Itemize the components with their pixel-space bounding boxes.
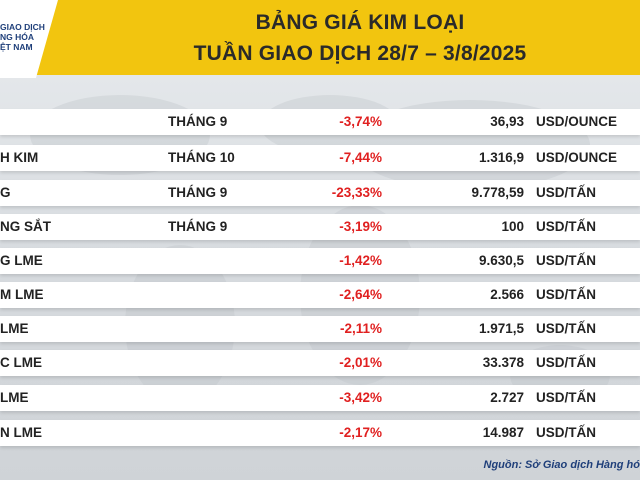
price-cell: 14.987 — [482, 425, 524, 440]
logo-line-2: NG HÓA — [0, 32, 34, 42]
price-cell: 9.630,5 — [478, 253, 524, 268]
unit-cell: USD/TẤN — [536, 287, 596, 302]
contract-month-cell: THÁNG 9 — [168, 219, 228, 234]
table-row: M LME -2,64% 2.566 USD/TẤN — [0, 282, 640, 308]
unit-cell: USD/TẤN — [536, 425, 596, 440]
table-row: G LME -1,42% 9.630,5 USD/TẤN — [0, 248, 640, 274]
price-cell: 9.778,59 — [471, 185, 524, 200]
metal-name-cell: G — [0, 185, 11, 200]
price-cell: 2.566 — [490, 287, 524, 302]
table-row: THÁNG 9 -3,74% 36,93 USD/OUNCE — [0, 109, 640, 135]
table-row: N LME -2,17% 14.987 USD/TẤN — [0, 420, 640, 446]
price-cell: 36,93 — [490, 114, 524, 129]
metal-name-cell: G LME — [0, 253, 43, 268]
unit-cell: USD/OUNCE — [536, 150, 618, 165]
metal-name-cell: M LME — [0, 287, 44, 302]
change-percent-cell: -1,42% — [339, 253, 382, 268]
page-subtitle: TUẦN GIAO DỊCH 28/7 – 3/8/2025 — [193, 42, 527, 65]
unit-cell: USD/TẤN — [536, 253, 596, 268]
change-percent-cell: -2,17% — [339, 425, 382, 440]
change-percent-cell: -2,64% — [339, 287, 382, 302]
metal-name-cell: NG SẮT — [0, 219, 52, 234]
page-title: BẢNG GIÁ KIM LOẠI — [255, 11, 465, 34]
table-row: NG SẮT THÁNG 9 -3,19% 100 USD/TẤN — [0, 214, 640, 240]
contract-month-cell: THÁNG 10 — [168, 150, 235, 165]
header-banner: GIAO DỊCH NG HÓA ỆT NAM BẢNG GIÁ KIM LOẠ… — [0, 0, 640, 78]
price-cell: 33.378 — [482, 355, 524, 370]
unit-cell: USD/TẤN — [536, 390, 596, 405]
metal-name-cell: H KIM — [0, 150, 39, 165]
table-row: G THÁNG 9 -23,33% 9.778,59 USD/TẤN — [0, 180, 640, 206]
price-cell: 2.727 — [490, 390, 524, 405]
unit-cell: USD/TẤN — [536, 185, 596, 200]
price-cell: 100 — [501, 219, 524, 234]
metal-name-cell: C LME — [0, 355, 42, 370]
contract-month-cell: THÁNG 9 — [168, 185, 228, 200]
logo-text: GIAO DỊCH NG HÓA ỆT NAM — [0, 22, 60, 52]
change-percent-cell: -3,42% — [339, 390, 382, 405]
unit-cell: USD/TẤN — [536, 219, 596, 234]
change-percent-cell: -7,44% — [339, 150, 382, 165]
change-percent-cell: -2,01% — [339, 355, 382, 370]
table-row: LME -3,42% 2.727 USD/TẤN — [0, 385, 640, 411]
change-percent-cell: -3,19% — [339, 219, 382, 234]
table-row: LME -2,11% 1.971,5 USD/TẤN — [0, 316, 640, 342]
contract-month-cell: THÁNG 9 — [168, 114, 228, 129]
change-percent-cell: -2,11% — [339, 321, 382, 336]
metal-name-cell: N LME — [0, 425, 42, 440]
unit-cell: USD/OUNCE — [536, 114, 618, 129]
price-cell: 1.971,5 — [478, 321, 524, 336]
source-note: Nguồn: Sở Giao dịch Hàng hó — [483, 459, 640, 471]
unit-cell: USD/TẤN — [536, 355, 596, 370]
price-cell: 1.316,9 — [478, 150, 524, 165]
metal-name-cell: LME — [0, 321, 29, 336]
table-row: H KIM THÁNG 10 -7,44% 1.316,9 USD/OUNCE — [0, 145, 640, 171]
metal-name-cell: LME — [0, 390, 29, 405]
change-percent-cell: -3,74% — [339, 114, 382, 129]
table-row: C LME -2,01% 33.378 USD/TẤN — [0, 350, 640, 376]
logo-line-1: GIAO DỊCH — [0, 22, 45, 32]
change-percent-cell: -23,33% — [331, 185, 382, 200]
logo-line-3: ỆT NAM — [0, 42, 33, 52]
unit-cell: USD/TẤN — [536, 321, 596, 336]
